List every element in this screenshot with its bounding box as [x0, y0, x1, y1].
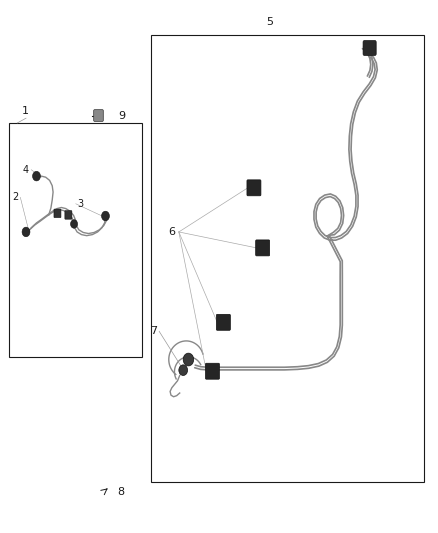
Text: 3: 3 — [77, 199, 83, 209]
FancyBboxPatch shape — [205, 364, 219, 379]
Text: 6: 6 — [168, 227, 175, 237]
Circle shape — [22, 227, 30, 237]
Text: 8: 8 — [118, 487, 125, 497]
Circle shape — [71, 220, 78, 228]
Text: 9: 9 — [119, 110, 126, 120]
Bar — [151, 35, 424, 482]
Text: 1: 1 — [21, 106, 28, 116]
Circle shape — [179, 365, 187, 375]
FancyBboxPatch shape — [65, 211, 72, 219]
FancyBboxPatch shape — [216, 314, 230, 330]
Circle shape — [102, 211, 110, 221]
Circle shape — [183, 353, 194, 366]
Text: 5: 5 — [266, 17, 273, 27]
Text: 7: 7 — [150, 326, 157, 336]
FancyBboxPatch shape — [247, 180, 261, 196]
FancyBboxPatch shape — [54, 209, 61, 217]
Circle shape — [32, 171, 40, 181]
Text: 2: 2 — [12, 192, 18, 203]
Bar — [9, 123, 142, 357]
FancyBboxPatch shape — [363, 41, 376, 55]
FancyBboxPatch shape — [94, 110, 103, 122]
Text: 4: 4 — [23, 165, 29, 175]
FancyBboxPatch shape — [256, 240, 270, 256]
